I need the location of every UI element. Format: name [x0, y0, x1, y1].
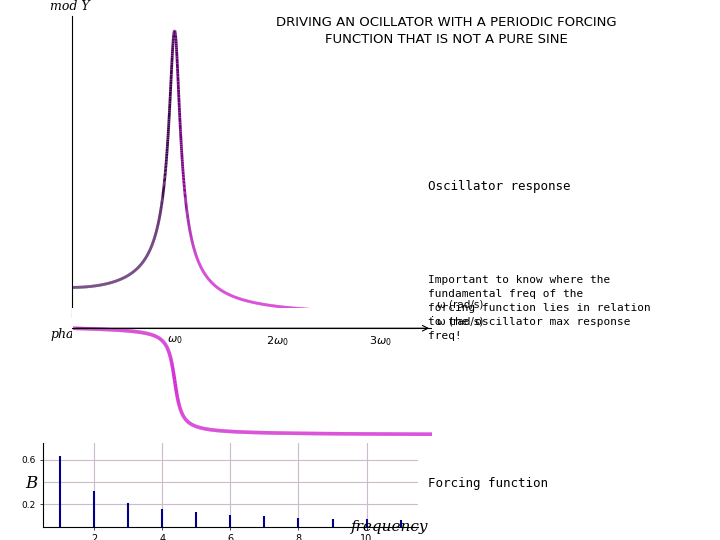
Text: $\omega_0$: $\omega_0$ — [167, 325, 183, 337]
Text: mod Y: mod Y — [50, 0, 90, 13]
Text: $3\omega_0$: $3\omega_0$ — [369, 325, 392, 339]
Text: $\omega_0$: $\omega_0$ — [167, 334, 183, 346]
Text: $2\omega_0$: $2\omega_0$ — [266, 325, 289, 339]
Text: ω (rad/s): ω (rad/s) — [437, 300, 484, 310]
Text: DRIVING AN OCILLATOR WITH A PERIODIC FORCING
FUNCTION THAT IS NOT A PURE SINE: DRIVING AN OCILLATOR WITH A PERIODIC FOR… — [276, 16, 617, 46]
Text: $2\omega_0$: $2\omega_0$ — [266, 334, 289, 348]
Text: ω (rad/s): ω (rad/s) — [437, 316, 484, 327]
Text: B: B — [25, 475, 37, 492]
Text: Forcing function: Forcing function — [428, 477, 549, 490]
Text: phase(Y): phase(Y) — [50, 328, 106, 341]
Text: $3\omega_0$: $3\omega_0$ — [369, 334, 392, 348]
Text: Oscillator response: Oscillator response — [428, 180, 571, 193]
Text: frequency: frequency — [351, 519, 428, 534]
Text: Important to know where the
fundamental freq of the
forcing function lies in rel: Important to know where the fundamental … — [428, 275, 651, 341]
